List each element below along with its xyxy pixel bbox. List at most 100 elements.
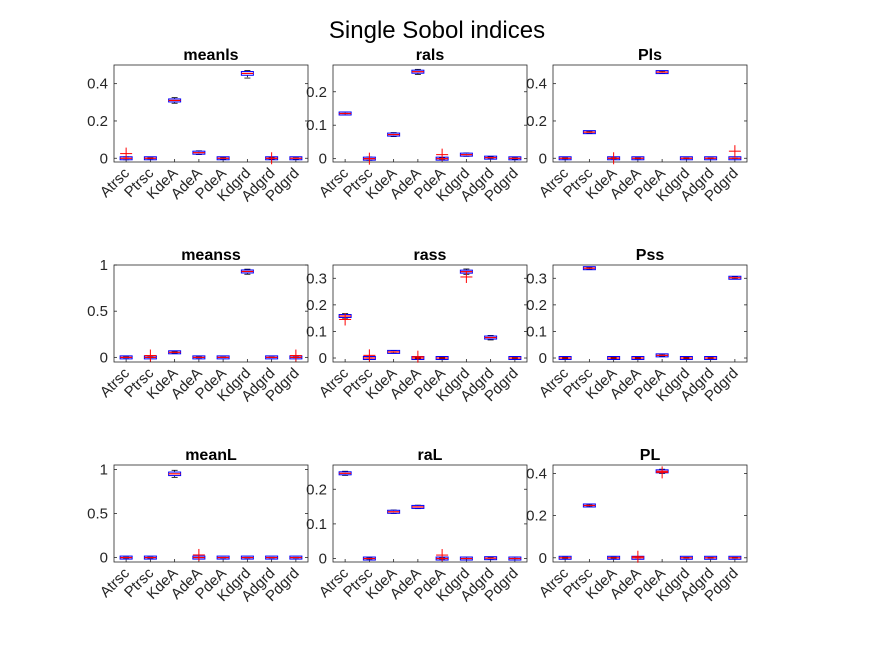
y-tick-label: 0: [100, 349, 108, 366]
box-PdeA: [216, 355, 230, 360]
box-AdeA: [192, 355, 206, 360]
box-PdeA: [216, 156, 230, 161]
outlier-marker: [728, 145, 741, 158]
y-tick-label: 0: [539, 150, 547, 167]
box-Atrsc: [338, 111, 352, 116]
outlier-marker: [411, 350, 424, 363]
box-PdeA: [655, 353, 669, 358]
box-AdeA: [631, 156, 645, 161]
outlier-marker: [607, 152, 620, 165]
box-KdeA: [387, 132, 401, 137]
box-Ptrsc: [362, 152, 376, 165]
figure-title: Single Sobol indices: [329, 17, 545, 44]
box-KdeA: [387, 509, 401, 514]
subplot-meanss: meanss00.51AtrscPtrscKdeAAdeAPdeAKdgrdAd…: [87, 247, 309, 405]
y-tick-label: 0.3: [306, 270, 327, 287]
y-tick-label: 0.2: [526, 113, 547, 130]
box-Kdgrd: [459, 152, 473, 157]
box-Ptrsc: [362, 556, 376, 561]
box-KdeA: [168, 97, 182, 104]
subplot-title: raL: [418, 447, 443, 464]
box-AdeA: [631, 356, 645, 361]
axes-frame: [332, 264, 528, 363]
box-Kdgrd: [240, 268, 254, 275]
y-tick-label: 0: [100, 150, 108, 167]
outlier-marker: [631, 550, 644, 563]
box-PdeA: [655, 466, 669, 479]
box-PdeA: [435, 356, 449, 361]
box-AdeA: [192, 548, 206, 561]
box-PdeA: [435, 148, 449, 161]
subplot-meanL: meanL00.51AtrscPtrscKdeAAdeAPdeAKdgrdAdg…: [87, 447, 309, 605]
axes-frame: [552, 64, 748, 163]
box-Pdgrd: [508, 156, 522, 161]
outlier-marker: [363, 152, 376, 165]
y-tick-label: 0.2: [526, 508, 547, 525]
box-Ptrsc: [582, 130, 596, 135]
box-Pdgrd: [508, 556, 522, 561]
subplot-title: meanL: [185, 447, 237, 464]
box-KdeA: [168, 469, 182, 478]
box-Pdgrd: [728, 275, 742, 280]
outlier-marker: [460, 270, 473, 283]
y-tick-label: 0.1: [526, 323, 547, 340]
y-tick-label: 0.1: [306, 323, 327, 340]
box-Atrsc: [558, 555, 572, 560]
box-Pdgrd: [289, 555, 303, 560]
subplot-title: PL: [640, 447, 661, 464]
box-Adgrd: [704, 156, 718, 161]
y-tick-label: 0.5: [87, 506, 108, 523]
box-KdeA: [607, 152, 621, 165]
box-PdeA: [216, 555, 230, 560]
box-Adgrd: [484, 335, 498, 341]
box-Adgrd: [484, 155, 498, 160]
box-Atrsc: [558, 156, 572, 161]
box-PdeA: [435, 549, 449, 562]
box-Ptrsc: [143, 349, 157, 362]
axes-frame: [332, 64, 528, 163]
box-Pdgrd: [508, 356, 522, 361]
subplot-Pss: Pss00.10.20.3AtrscPtrscKdeAAdeAPdeAKdgrd…: [526, 247, 748, 405]
outlier-marker: [656, 466, 669, 479]
subplot-title: rass: [414, 247, 447, 264]
box-Kdgrd: [679, 156, 693, 161]
box-KdeA: [387, 349, 401, 354]
box-KdeA: [607, 356, 621, 361]
subplot-grid: meanls00.20.4AtrscPtrscKdeAAdeAPdeAKdgrd…: [87, 47, 748, 605]
axes-frame: [332, 464, 528, 563]
box-Pdgrd: [728, 145, 742, 161]
box-AdeA: [411, 504, 425, 510]
y-tick-label: 0.3: [526, 270, 547, 287]
subplot-rass: rass00.10.20.3AtrscPtrscKdeAAdeAPdeAKdgr…: [306, 247, 528, 405]
outlier-marker: [436, 549, 449, 562]
y-tick-label: 0: [319, 350, 327, 367]
outlier-marker: [192, 548, 205, 561]
y-tick-label: 0.2: [526, 297, 547, 314]
subplot-raL: raL00.10.2AtrscPtrscKdeAAdeAPdeAKdgrdAdg…: [306, 447, 528, 605]
box-Atrsc: [119, 355, 133, 360]
y-tick-label: 0.2: [87, 113, 108, 130]
axes-frame: [113, 264, 309, 363]
outlier-marker: [436, 148, 449, 161]
box-Atrsc: [119, 147, 133, 161]
box-AdeA: [192, 150, 206, 155]
box-Ptrsc: [143, 555, 157, 560]
box-KdeA: [607, 555, 621, 560]
subplot-title: meanss: [181, 247, 241, 264]
y-tick-label: 1: [100, 257, 108, 274]
subplot-title: meanls: [183, 47, 238, 64]
y-tick-label: 0.2: [306, 84, 327, 101]
box-Atrsc: [338, 470, 352, 476]
box-Atrsc: [338, 313, 352, 326]
box-Adgrd: [704, 356, 718, 361]
box-Ptrsc: [582, 503, 596, 508]
box-Ptrsc: [362, 349, 376, 362]
subplot-Pls: Pls00.20.4AtrscPtrscKdeAAdeAPdeAKdgrdAdg…: [526, 47, 748, 205]
axes-frame: [113, 464, 309, 563]
subplot-meanls: meanls00.20.4AtrscPtrscKdeAAdeAPdeAKdgrd…: [87, 47, 309, 205]
box-Atrsc: [119, 555, 133, 560]
box-Ptrsc: [582, 266, 596, 271]
subplot-title: Pss: [636, 247, 665, 264]
box-AdeA: [411, 68, 425, 75]
